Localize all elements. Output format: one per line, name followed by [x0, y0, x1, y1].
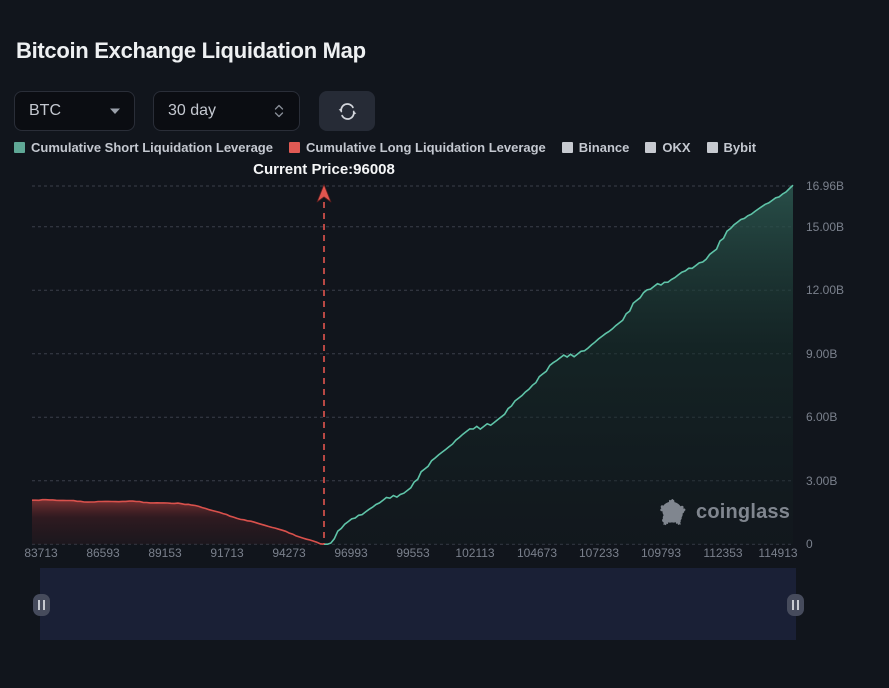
- svg-text:16.96B: 16.96B: [806, 179, 844, 193]
- svg-text:89153: 89153: [148, 546, 182, 560]
- svg-text:107233: 107233: [579, 546, 619, 560]
- svg-text:94273: 94273: [272, 546, 306, 560]
- svg-text:3.00B: 3.00B: [806, 474, 837, 488]
- svg-text:104673: 104673: [517, 546, 557, 560]
- svg-text:96993: 96993: [334, 546, 368, 560]
- svg-text:99553: 99553: [396, 546, 430, 560]
- svg-text:112353: 112353: [703, 546, 742, 560]
- svg-text:109793: 109793: [641, 546, 681, 560]
- svg-text:102113: 102113: [455, 546, 494, 560]
- svg-text:91713: 91713: [210, 546, 244, 560]
- svg-text:114913: 114913: [758, 546, 797, 560]
- svg-text:0: 0: [806, 537, 813, 551]
- svg-text:6.00B: 6.00B: [806, 410, 837, 424]
- svg-text:86593: 86593: [86, 546, 120, 560]
- svg-text:12.00B: 12.00B: [806, 283, 844, 297]
- svg-text:15.00B: 15.00B: [806, 220, 844, 234]
- svg-text:9.00B: 9.00B: [806, 347, 837, 361]
- svg-text:83713: 83713: [24, 546, 58, 560]
